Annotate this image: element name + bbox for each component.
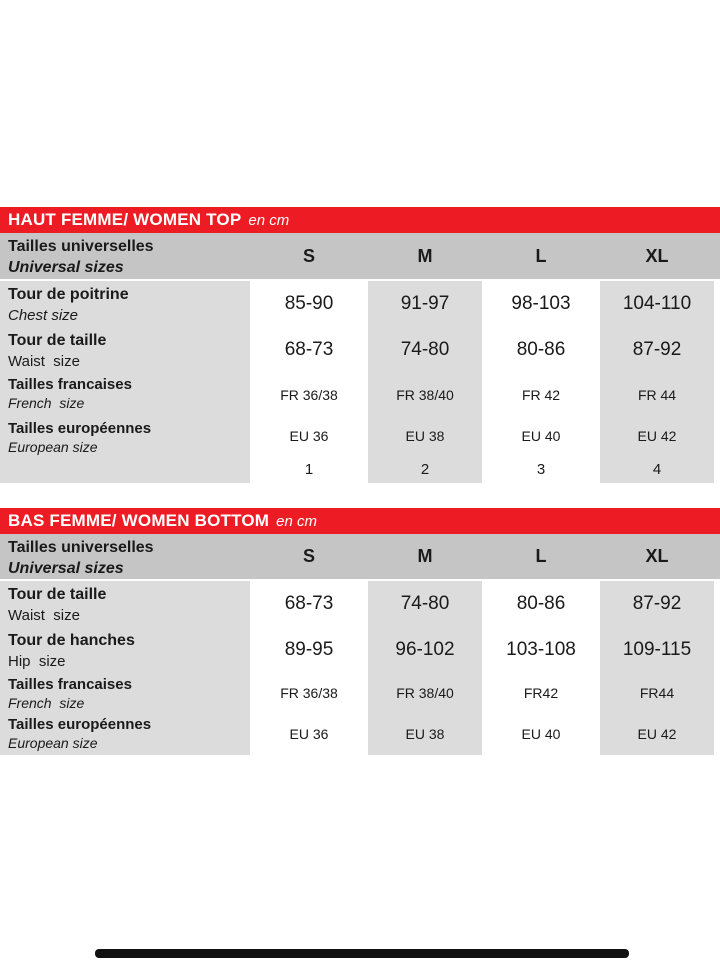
column-header-s: S [302,546,315,566]
size-value-cell: EU 40 [484,713,598,755]
column-header-m: M [417,245,433,266]
size-value-cell: EU 38 [368,417,482,455]
size-value-cell: 89-95 [252,627,366,673]
size-value-cell: 1 [252,455,366,483]
row-label-en: Waist size [8,353,80,370]
table-row-french-sizes: Tailles francaises French size FR 36/38 … [0,673,714,713]
table-row-french-sizes: Tailles francaises French size FR 36/38 … [0,373,714,417]
table-row-hip: Tour de hanches Hip size 89-95 96-102 10… [0,627,714,673]
size-value-cell: FR 36/38 [252,373,366,417]
size-value-cell: 74-80 [368,581,482,627]
size-value-cell: FR 44 [600,373,714,417]
size-value-cell: EU 40 [484,417,598,455]
size-value-cell: FR42 [484,673,598,713]
sizes-header-label: Tailles universelles Universal sizes [0,233,252,279]
row-label-en: French size [8,695,85,711]
size-value-cell: EU 38 [368,713,482,755]
sizes-header-row: Tailles universelles Universal sizes S M… [0,233,720,281]
table-row-numeric-sizes: 1 2 3 4 [0,455,714,483]
row-label: Tour de taille Waist size [0,327,250,373]
row-label: Tailles francaises French size [0,373,250,417]
size-value-cell: EU 36 [252,417,366,455]
section-header-women-top: HAUT FEMME/ WOMEN TOP en cm [0,207,720,233]
column-header-xl: XL [645,245,669,266]
size-value-cell: 87-92 [600,327,714,373]
label-universal-sizes: Universal sizes [8,259,124,276]
row-label-fr: Tailles francaises [8,376,132,393]
row-label-fr: Tour de hanches [8,632,135,649]
table-row-chest: Tour de poitrine Chest size 85-90 91-97 … [0,281,714,327]
size-value-cell: FR 42 [484,373,598,417]
row-label: Tailles européennes European size [0,417,250,455]
size-value-cell: EU 36 [252,713,366,755]
size-value-cell: 103-108 [484,627,598,673]
size-value-cell: FR44 [600,673,714,713]
row-label: Tour de taille Waist size [0,581,250,627]
column-header-xl: XL [645,546,669,566]
sizes-header-label: Tailles universelles Universal sizes [0,534,252,579]
table-row-waist: Tour de taille Waist size 68-73 74-80 80… [0,327,714,373]
column-header-l: L [535,546,547,566]
row-label-en: European size [8,439,98,455]
section-women-bottom: BAS FEMME/ WOMEN BOTTOM en cm Tailles un… [0,508,720,755]
size-letters: S M L XL [252,233,716,279]
size-value-cell: 87-92 [600,581,714,627]
row-label-fr: Tailles francaises [8,676,132,693]
row-label-en: French size [8,395,85,411]
size-value-cell: 80-86 [484,327,598,373]
size-value-cell: 3 [484,455,598,483]
size-value-cell: 96-102 [368,627,482,673]
size-value-cell: 104-110 [600,281,714,327]
row-label-fr: Tour de taille [8,586,107,603]
row-label-fr: Tour de taille [8,332,107,349]
row-label: Tour de poitrine Chest size [0,281,250,327]
section-title: HAUT FEMME/ WOMEN TOP [8,210,242,229]
row-label: Tailles francaises French size [0,673,250,713]
row-label-fr: Tailles européennes [8,420,152,437]
size-value-cell: EU 42 [600,713,714,755]
table-row-waist: Tour de taille Waist size 68-73 74-80 80… [0,581,714,627]
table-row-european-sizes: Tailles européennes European size EU 36 … [0,713,714,755]
section-unit: en cm [276,512,318,530]
label-tailles-universelles: Tailles universelles [8,539,154,556]
size-value-cell: 4 [600,455,714,483]
size-value-cell: 68-73 [252,581,366,627]
size-value-cell: 109-115 [600,627,714,673]
size-value-cell: FR 38/40 [368,673,482,713]
table-row-european-sizes: Tailles européennes European size EU 36 … [0,417,714,455]
size-value-cell: 85-90 [252,281,366,327]
size-value-cell: FR 36/38 [252,673,366,713]
row-label-en: Waist size [8,607,80,624]
size-value-cell: 98-103 [484,281,598,327]
row-label-en: Chest size [8,307,79,324]
size-value-cell: 2 [368,455,482,483]
size-letters: S M L XL [252,534,716,579]
row-label-en: Hip size [8,653,66,670]
section-title: BAS FEMME/ WOMEN BOTTOM [8,511,270,530]
size-value-cell: 74-80 [368,327,482,373]
label-tailles-universelles: Tailles universelles [8,238,154,255]
column-header-m: M [417,546,433,566]
label-universal-sizes: Universal sizes [8,560,124,577]
section-header-women-bottom: BAS FEMME/ WOMEN BOTTOM en cm [0,508,720,534]
size-value-cell: EU 42 [600,417,714,455]
row-label-fr: Tour de poitrine [8,286,129,303]
row-label: Tailles européennes European size [0,713,250,755]
row-label-fr: Tailles européennes [8,716,152,733]
row-label: Tour de hanches Hip size [0,627,250,673]
column-header-s: S [302,245,315,266]
size-value-cell: 91-97 [368,281,482,327]
column-header-l: L [535,245,547,266]
section-unit: en cm [248,211,290,229]
sizes-header-row: Tailles universelles Universal sizes S M… [0,534,720,581]
section-women-top: HAUT FEMME/ WOMEN TOP en cm Tailles univ… [0,207,720,483]
size-value-cell: 80-86 [484,581,598,627]
row-label-en: European size [8,735,98,751]
size-value-cell: 68-73 [252,327,366,373]
row-label-empty [0,455,250,483]
size-value-cell: FR 38/40 [368,373,482,417]
horizontal-scrollbar-thumb[interactable] [95,949,629,958]
